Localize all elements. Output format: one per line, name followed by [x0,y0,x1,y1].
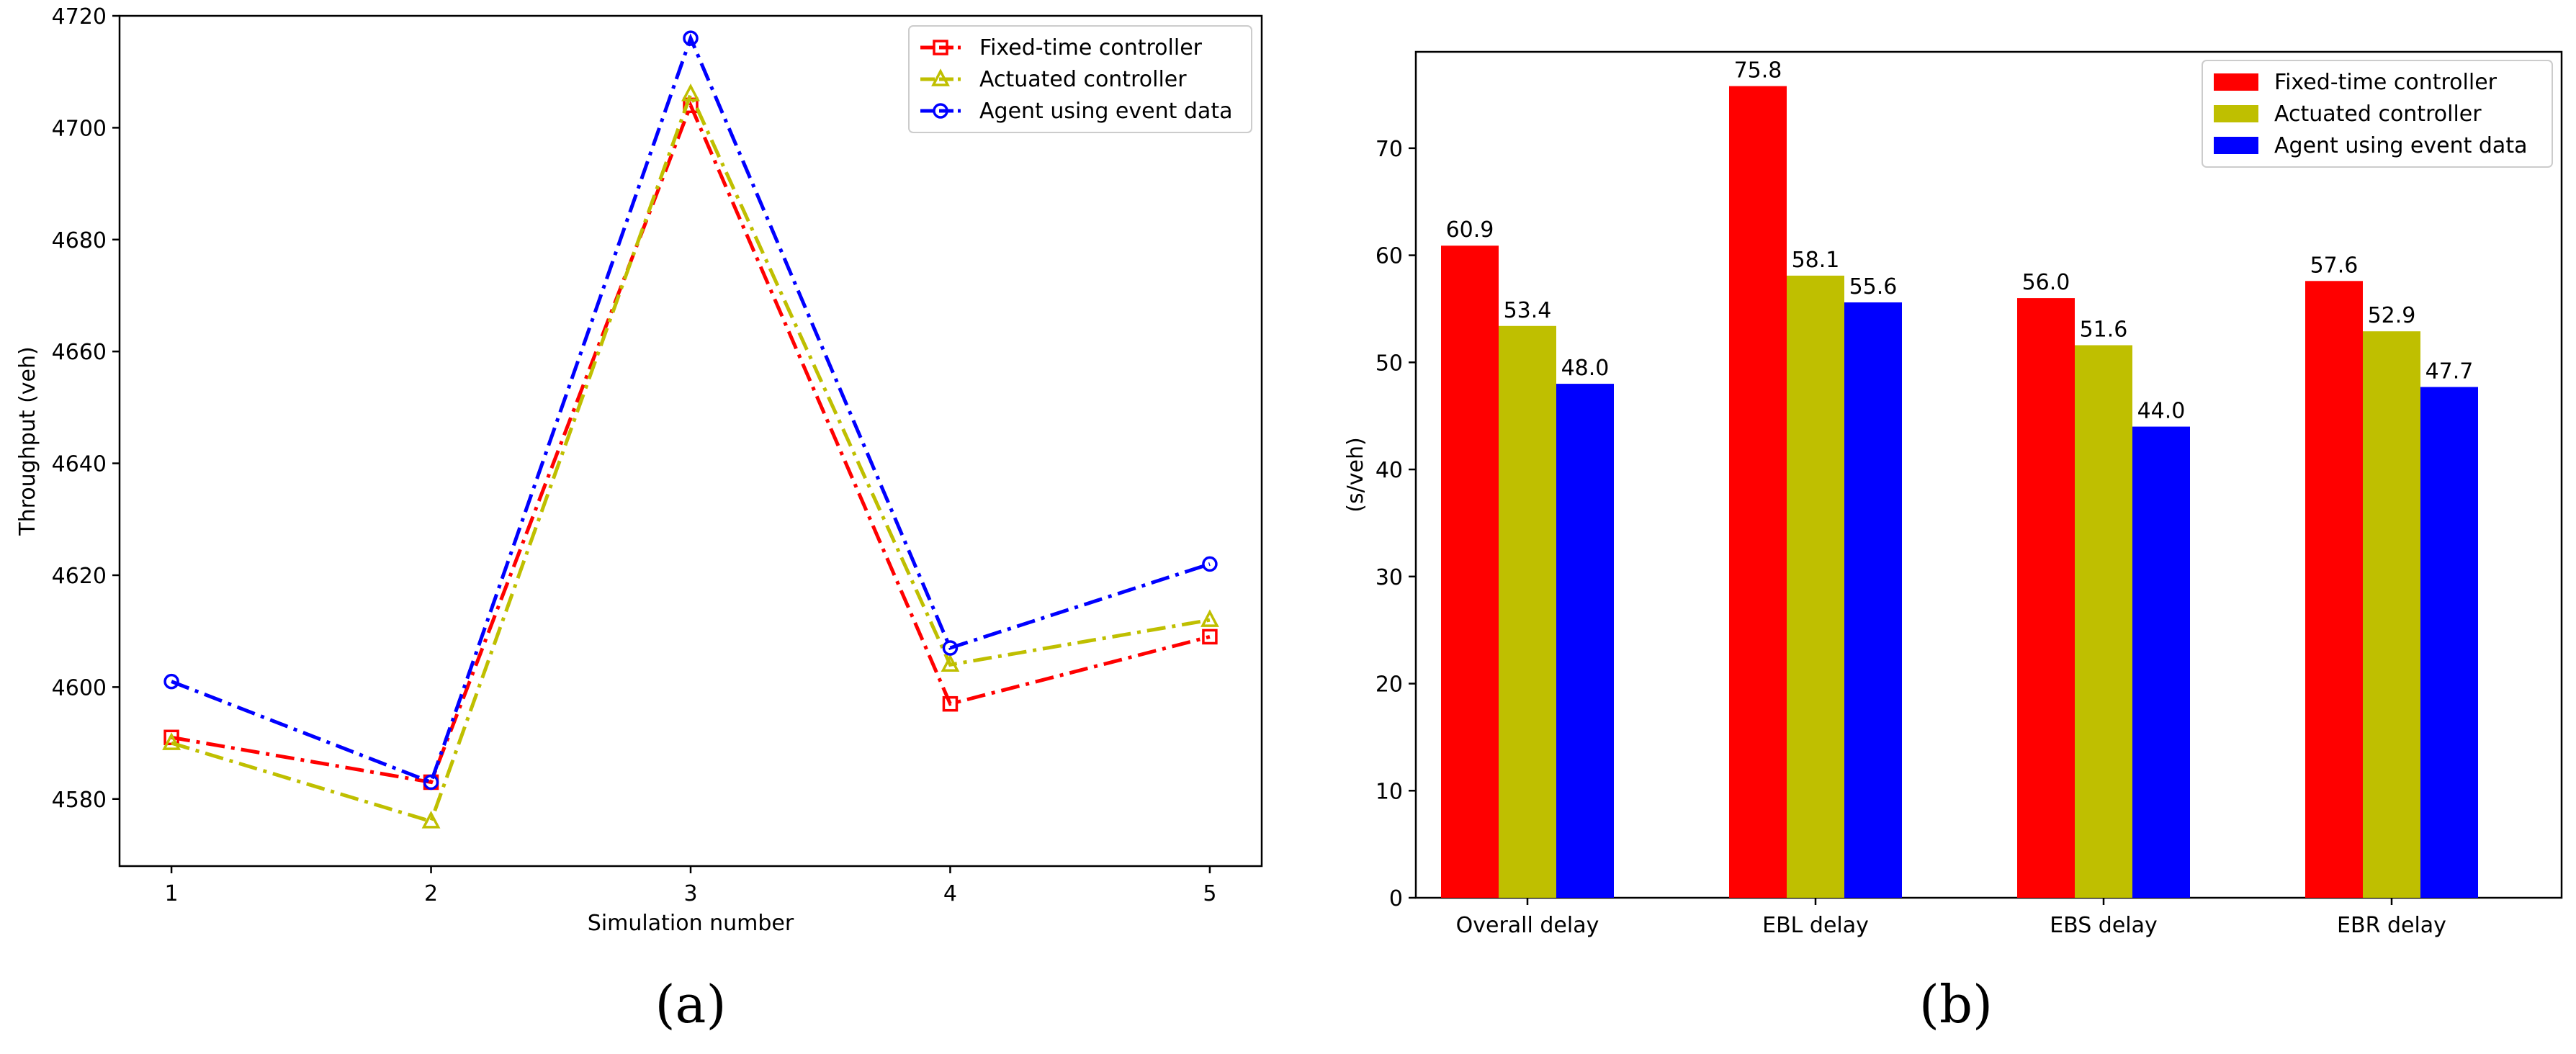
data-point-marker [1201,609,1219,627]
data-point-marker [162,732,181,750]
x-tick-label: 1 [165,881,179,906]
y-tick-label: 70 [1375,137,1403,162]
y-tick-label: 4620 [52,564,107,589]
bar-value-label: 57.6 [2310,253,2359,278]
bar [2363,331,2420,898]
data-point-marker [681,84,700,102]
y-tick-label: 50 [1375,351,1403,376]
y-tick-label: 4700 [52,116,107,141]
line-chart-panel: 4580 4600 4620 4640 4660 4680 4700 4720 1 2 3 4 5 Sim… [15,4,1263,1035]
y-tick-label: 4680 [52,228,107,253]
data-point-marker [1202,629,1218,645]
bar-value-label: 44.0 [2137,399,2186,424]
legend-swatch [2214,137,2258,154]
legend-label: Actuated controller [979,67,1187,92]
bar-value-label: 51.6 [2080,317,2128,343]
panel-label-b: (b) [1919,974,1993,1035]
series-line [171,89,1211,824]
x-tick-label: 5 [1203,881,1216,906]
data-point-marker [421,811,441,829]
plot-frame [1414,50,2563,899]
y-tick-label: 10 [1375,779,1403,804]
panel-label-a: (a) [655,974,726,1035]
bar-value-label: 47.7 [2425,359,2474,384]
bar [1844,302,1902,898]
legend-swatch [2214,105,2258,122]
bar [2420,387,2478,898]
data-point-marker [941,654,960,672]
bar-value-label: 52.9 [2368,303,2416,328]
legend-label: Fixed-time controller [2274,70,2498,95]
legend-box [2202,60,2553,168]
y-tick-label: 4720 [52,4,107,30]
bar [2305,281,2363,898]
data-point-marker [683,30,699,46]
y-tick-label: 0 [1389,886,1403,911]
legend-marker [933,40,948,55]
plot-frame [118,14,1263,868]
bar-value-label: 55.6 [1849,274,1898,299]
x-tick-label: EBL delay [1762,913,1869,938]
legend-label: Fixed-time controller [979,35,1203,60]
y-tick-label: 60 [1375,244,1403,269]
y-tick-label: 4600 [52,675,107,701]
y-tick-label: 40 [1375,458,1403,483]
bar [1556,384,1614,898]
y-tick-label: 4640 [52,452,107,477]
bar-value-label: 56.0 [2022,270,2070,295]
bar [1729,86,1787,898]
data-point-marker [942,695,959,712]
x-tick-label: 4 [943,881,957,906]
data-point-marker [423,774,439,790]
y-tick-label: 4660 [52,340,107,365]
bar-value-label: 75.8 [1734,58,1782,84]
data-point-marker [1202,556,1218,572]
bar [1441,246,1499,898]
series-line [171,33,1211,785]
x-tick-label: Overall delay [1456,913,1599,938]
legend-label: Agent using event data [979,99,1232,124]
x-tick-label: 2 [424,881,438,906]
legend-box [908,25,1252,133]
bar [2132,426,2190,898]
bar-value-label: 58.1 [1792,248,1840,273]
y-tick-label: 4580 [52,788,107,813]
series-line [171,100,1211,785]
y-axis-label: (s/veh) [1343,437,1368,512]
x-axis-label: Simulation number [588,911,794,936]
y-tick-label: 20 [1375,672,1403,698]
bar-chart-panel: 0 10 20 30 40 50 60 70 60.9 75.8 56.0 57.6 53.4 58.1 5… [1343,50,2563,1035]
bar-value-label: 53.4 [1504,298,1552,323]
data-point-marker [163,673,179,690]
bar-value-label: 48.0 [1561,356,1610,381]
legend-label: Actuated controller [2274,102,2482,127]
bar [1499,325,1556,898]
legend-marker [933,103,948,119]
bar-value-label: 60.9 [1446,217,1494,243]
bar [2017,298,2075,898]
x-tick-label: 3 [683,881,697,906]
x-tick-label: EBR delay [2337,913,2446,938]
legend-swatch [2214,73,2258,91]
y-tick-label: 30 [1375,565,1403,590]
y-axis-label: Throughput (veh) [15,346,40,536]
legend-marker [931,68,950,86]
data-point-marker [942,640,959,656]
bar [1787,275,1844,898]
bar [2075,345,2132,898]
x-tick-label: EBS delay [2050,913,2158,938]
legend-label: Agent using event data [2274,133,2527,158]
